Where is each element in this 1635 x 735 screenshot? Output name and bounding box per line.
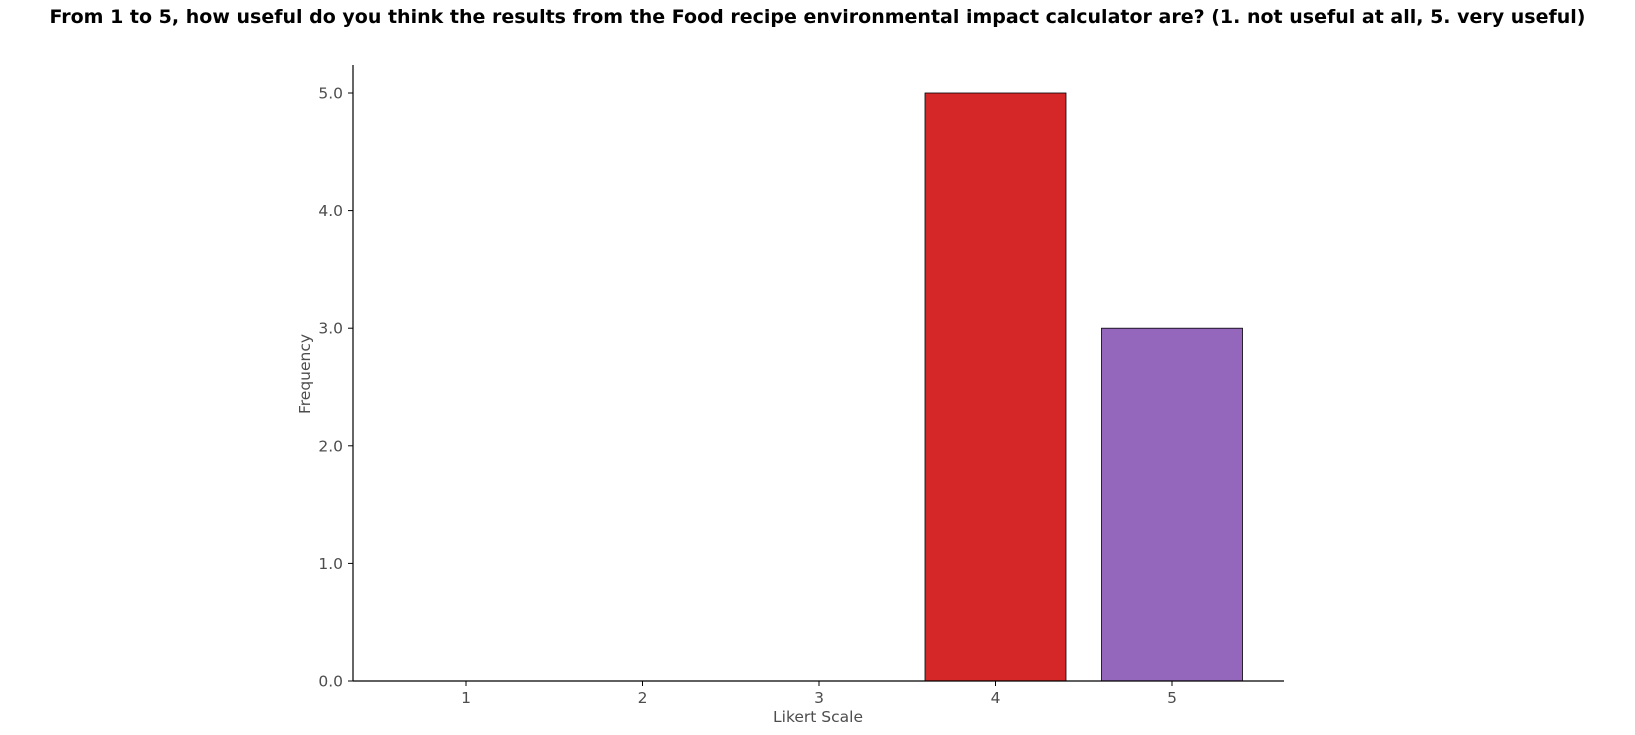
- y-axis-label: Frequency: [296, 334, 314, 414]
- x-ticks-layer: 1 2 3 4 5: [461, 681, 1177, 707]
- x-tick-label: 2: [638, 689, 648, 707]
- bar-5: [1101, 327, 1243, 682]
- y-ticks-layer: 0.0 1.0 2.0 3.0 4.0 5.0: [318, 85, 353, 691]
- bars-layer: [924, 92, 1243, 682]
- y-tick-label: 0.0: [318, 673, 343, 691]
- y-tick-label: 5.0: [318, 85, 343, 103]
- y-tick-label: 2.0: [318, 437, 343, 455]
- x-axis-label: Likert Scale: [773, 708, 863, 726]
- x-tick-label: 3: [814, 689, 824, 707]
- x-tick-label: 5: [1167, 689, 1177, 707]
- y-tick-label: 1.0: [318, 555, 343, 573]
- chart-title: From 1 to 5, how useful do you think the…: [49, 6, 1586, 28]
- x-tick-label: 1: [461, 689, 471, 707]
- x-tick-label: 4: [991, 689, 1001, 707]
- y-tick-label: 4.0: [318, 202, 343, 220]
- y-tick-label: 3.0: [318, 320, 343, 338]
- bar-4: [924, 92, 1067, 682]
